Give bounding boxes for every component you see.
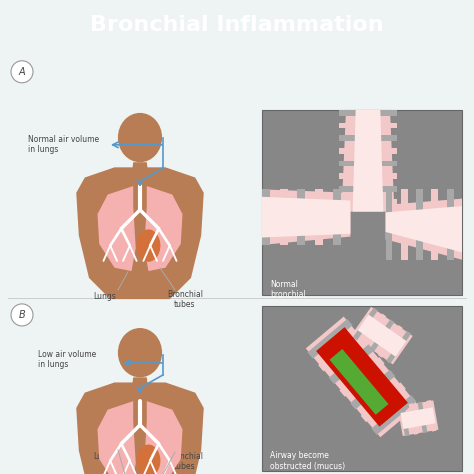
Polygon shape <box>400 405 410 436</box>
Text: A: A <box>18 67 25 77</box>
Polygon shape <box>262 306 462 471</box>
Polygon shape <box>308 319 353 359</box>
Polygon shape <box>398 401 438 436</box>
Polygon shape <box>386 206 462 252</box>
Polygon shape <box>409 403 419 435</box>
Polygon shape <box>361 383 406 422</box>
Text: Low air volume
in lungs: Low air volume in lungs <box>38 350 96 369</box>
Polygon shape <box>361 313 386 346</box>
Polygon shape <box>371 395 417 435</box>
Polygon shape <box>339 186 397 192</box>
Text: Bronchial
tubes: Bronchial tubes <box>167 290 203 310</box>
Polygon shape <box>431 190 438 260</box>
Polygon shape <box>76 383 204 474</box>
Ellipse shape <box>137 445 160 474</box>
Polygon shape <box>333 190 341 245</box>
Polygon shape <box>386 190 392 260</box>
Ellipse shape <box>118 328 162 377</box>
Polygon shape <box>297 190 305 245</box>
Text: B: B <box>18 310 26 320</box>
Polygon shape <box>378 325 403 358</box>
Polygon shape <box>427 400 437 431</box>
Polygon shape <box>339 122 397 128</box>
Polygon shape <box>386 331 411 364</box>
Polygon shape <box>262 197 350 237</box>
Text: Normal
bronchial: Normal bronchial <box>270 280 306 300</box>
Polygon shape <box>306 317 418 437</box>
Polygon shape <box>350 370 395 410</box>
Text: Bronchial
tubes: Bronchial tubes <box>167 452 203 471</box>
Polygon shape <box>131 377 148 391</box>
Ellipse shape <box>137 229 160 262</box>
Polygon shape <box>339 173 397 179</box>
Polygon shape <box>401 407 436 429</box>
Polygon shape <box>416 190 423 260</box>
Polygon shape <box>353 308 378 340</box>
Polygon shape <box>339 135 397 141</box>
Polygon shape <box>262 190 270 245</box>
Polygon shape <box>98 186 136 271</box>
Ellipse shape <box>11 61 33 83</box>
Polygon shape <box>262 190 350 245</box>
Polygon shape <box>76 167 204 299</box>
Polygon shape <box>418 401 428 433</box>
Polygon shape <box>329 349 389 415</box>
Text: Normal air volume
in lungs: Normal air volume in lungs <box>28 135 99 154</box>
Polygon shape <box>386 199 462 260</box>
Ellipse shape <box>11 304 33 326</box>
Polygon shape <box>144 186 182 271</box>
Polygon shape <box>447 190 454 260</box>
Polygon shape <box>357 315 406 357</box>
Polygon shape <box>339 161 397 166</box>
Text: Lungs: Lungs <box>94 292 117 301</box>
Polygon shape <box>316 327 408 427</box>
Polygon shape <box>315 190 323 245</box>
Polygon shape <box>280 190 288 245</box>
Polygon shape <box>342 110 394 211</box>
Text: Lungs: Lungs <box>94 452 117 461</box>
Polygon shape <box>401 190 408 260</box>
Ellipse shape <box>118 113 162 162</box>
Polygon shape <box>144 401 182 474</box>
Polygon shape <box>339 110 397 116</box>
Polygon shape <box>262 110 462 295</box>
Polygon shape <box>131 162 148 176</box>
Polygon shape <box>339 357 384 397</box>
Polygon shape <box>339 199 397 205</box>
Polygon shape <box>370 319 394 352</box>
Polygon shape <box>351 307 413 365</box>
Polygon shape <box>329 344 374 384</box>
Polygon shape <box>353 110 383 211</box>
Polygon shape <box>318 332 363 372</box>
Polygon shape <box>98 401 136 474</box>
Polygon shape <box>339 148 397 154</box>
Text: Airway become
obstructed (mucus): Airway become obstructed (mucus) <box>270 451 345 471</box>
Text: Bronchial Inflammation: Bronchial Inflammation <box>90 15 384 35</box>
